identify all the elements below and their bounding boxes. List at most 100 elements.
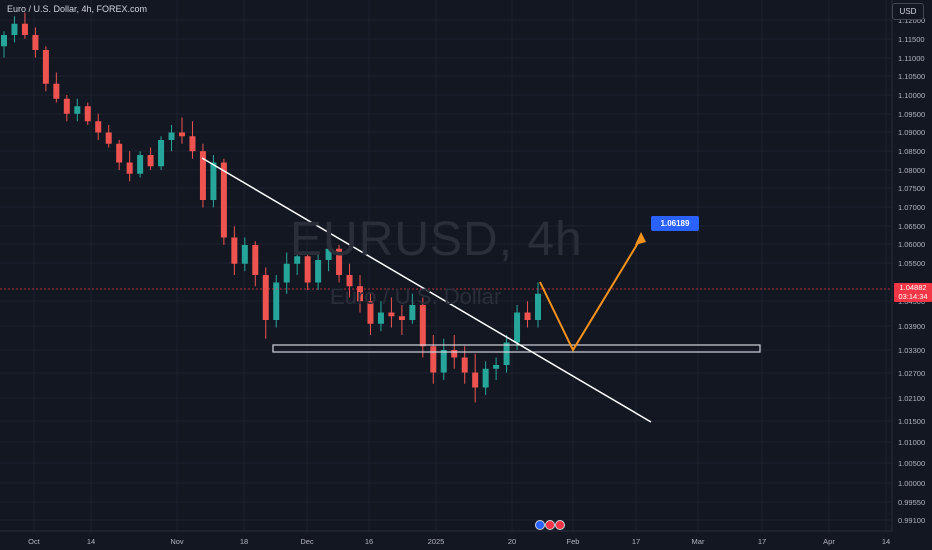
- time-axis: Oct 14 Nov 18 Dec 16 2025 20 Feb 17 Mar 17 Apr 14: [28, 537, 890, 546]
- candle: [147, 147, 154, 170]
- candle: [137, 151, 144, 178]
- time-tick-label: 17: [632, 537, 640, 546]
- currency-button[interactable]: USD: [892, 3, 924, 20]
- candle: [493, 357, 500, 380]
- candle: [283, 252, 290, 294]
- candle: [503, 335, 510, 373]
- price-tick-label: 1.08500: [898, 147, 925, 156]
- price-tick-label: 1.10000: [898, 91, 925, 100]
- price-tick-label: 1.01500: [898, 417, 925, 426]
- candle: [409, 293, 416, 324]
- time-tick-label: 18: [240, 537, 248, 546]
- candle: [524, 301, 531, 328]
- price-tick-label: 1.02700: [898, 369, 925, 378]
- price-tick-label: 1.03900: [898, 322, 925, 331]
- candle: [419, 297, 426, 358]
- last-price-value: 1.04882: [899, 283, 927, 292]
- price-tick-label: 1.06500: [898, 222, 925, 231]
- candle: [357, 275, 363, 313]
- candle: [126, 151, 133, 182]
- candle: [21, 12, 28, 39]
- candle: [63, 95, 70, 122]
- price-axis: 1.12000 1.11500 1.11000 1.10500 1.10000 1.095…: [898, 16, 925, 525]
- symbol-title[interactable]: Euro / U.S. Dollar, 4h, FOREX.com: [7, 4, 148, 14]
- candle: [53, 72, 60, 103]
- candle: [398, 305, 405, 335]
- candle: [430, 335, 437, 384]
- candle: [95, 113, 102, 140]
- price-tick-label: 1.01000: [898, 438, 925, 447]
- target-price-label: 1.06189: [651, 216, 699, 231]
- candle: [440, 338, 447, 380]
- price-tick-label: 1.09500: [898, 110, 925, 119]
- candle: [168, 125, 175, 152]
- candle: [189, 121, 196, 159]
- candle: [273, 275, 280, 328]
- price-tick-label: 1.08000: [898, 166, 925, 175]
- news-flag-icon[interactable]: [555, 520, 565, 530]
- time-tick-label: Apr: [823, 537, 835, 546]
- candle: [199, 143, 206, 208]
- projection-path: [539, 237, 642, 353]
- support-zone: [272, 344, 761, 353]
- price-tick-label: 1.12000: [898, 16, 925, 25]
- candle: [32, 27, 39, 58]
- candle: [210, 155, 217, 208]
- price-tick-label: 1.05500: [898, 259, 925, 268]
- candle: [74, 98, 81, 122]
- time-tick-label: Feb: [567, 537, 580, 546]
- price-tick-label: 1.09000: [898, 128, 925, 137]
- time-tick-label: 16: [365, 537, 373, 546]
- time-tick-label: Nov: [170, 537, 184, 546]
- price-tick-label: 1.11500: [898, 35, 925, 44]
- candle: [1, 31, 7, 58]
- price-tick-label: 0.99550: [898, 498, 925, 507]
- watermark-description: Euro / U.S. Dollar: [330, 284, 502, 309]
- news-flag-icon[interactable]: [545, 520, 555, 530]
- price-tick-label: 1.11000: [898, 54, 925, 63]
- candle: [367, 293, 374, 335]
- candle-series: [1, 12, 541, 403]
- candle: [325, 241, 332, 272]
- candle: [388, 297, 395, 328]
- time-tick-label: 14: [87, 537, 95, 546]
- candle: [472, 353, 479, 403]
- candle: [179, 117, 185, 144]
- time-tick-label: Oct: [28, 537, 41, 546]
- price-tick-label: 1.00000: [898, 479, 925, 488]
- candle: [158, 136, 165, 170]
- candle: [262, 267, 269, 339]
- candle: [241, 237, 248, 272]
- price-tick-label: 1.03300: [898, 346, 925, 355]
- time-tick-label: 14: [882, 537, 890, 546]
- candle: [346, 263, 353, 298]
- candle: [84, 102, 91, 125]
- candle: [105, 125, 112, 148]
- time-tick-label: 17: [758, 537, 766, 546]
- last-price-label: 1.04882 03:14:34: [894, 283, 932, 302]
- news-flag-icon[interactable]: [535, 520, 545, 530]
- projection-arrowhead: [635, 232, 646, 245]
- candle: [294, 241, 301, 275]
- candle: [336, 245, 343, 283]
- candle: [11, 16, 18, 43]
- candle: [116, 140, 123, 170]
- time-tick-label: Mar: [692, 537, 705, 546]
- candle: [231, 226, 238, 275]
- grid-lines: [0, 0, 892, 531]
- price-tick-label: 1.07500: [898, 184, 925, 193]
- price-tick-label: 0.99100: [898, 516, 925, 525]
- time-tick-label: Dec: [300, 537, 314, 546]
- bar-countdown: 03:14:34: [898, 292, 928, 301]
- candle: [252, 241, 259, 287]
- candle: [304, 252, 311, 290]
- price-tick-label: 1.07000: [898, 203, 925, 212]
- candle: [535, 282, 541, 328]
- price-tick-label: 1.00500: [898, 459, 925, 468]
- descending-trendline: [201, 157, 652, 423]
- candle: [482, 361, 489, 395]
- candle: [220, 158, 227, 245]
- watermark-symbol: EURUSD, 4h: [290, 213, 583, 266]
- time-tick-label: 20: [508, 537, 516, 546]
